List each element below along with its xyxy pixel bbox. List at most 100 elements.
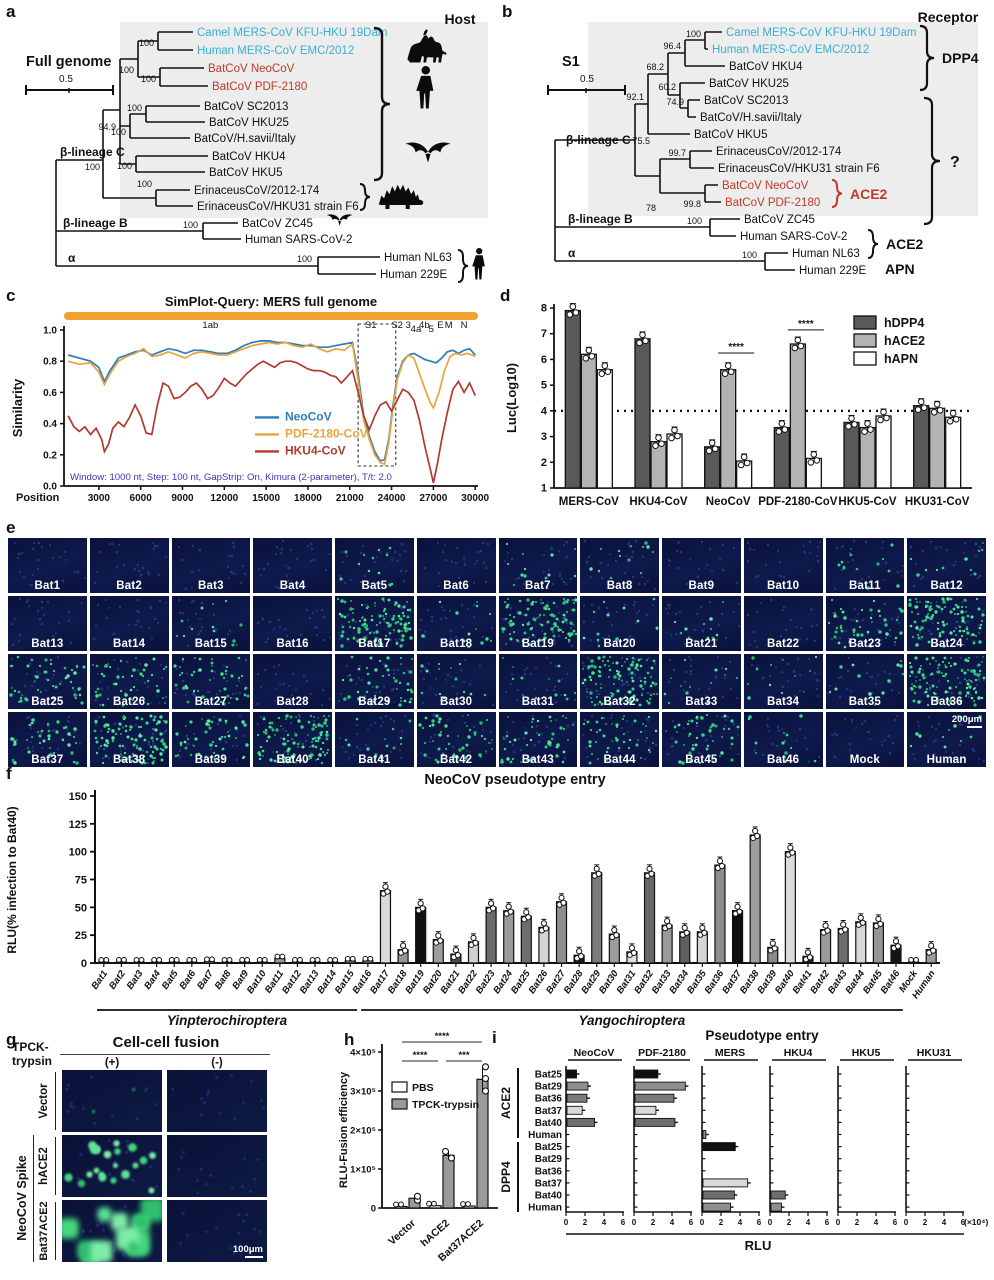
genome-segment-label: S2 [391,320,403,331]
bar [930,408,945,488]
support-value: 100 [297,254,312,264]
category-label: Bat46 [879,968,903,996]
bar [557,902,567,963]
taxon-label: Human MERS-CoV EMC/2012 [197,45,354,57]
svg-text:6: 6 [893,1218,898,1227]
gfp-signal [907,596,909,598]
gfp-syncytia [62,1135,65,1138]
bar [750,835,760,963]
taxon-label: BatCoV PDF-2180 [725,197,820,209]
micrograph-tile: Human 200μm [907,712,986,767]
bar [592,873,602,963]
gfp-signal [662,712,664,714]
tile-label: Bat35 [826,696,905,708]
micrograph-tile: Bat45 [662,712,741,767]
svg-text:3: 3 [541,431,547,443]
bracket-line [55,1072,56,1130]
figure-root: a b c d e f g h i Camel MERS-CoV KFU-HKU… [0,0,994,1280]
micrograph-tile: Bat37 [8,712,87,767]
taxon-label: BatCoV/H.savii/Italy [194,133,296,145]
tile-label: Bat21 [662,638,741,650]
taxon-label: ErinaceusCoV/HKU31 strain F6 [718,163,880,175]
svg-text:75: 75 [75,875,87,887]
bar [790,344,805,488]
group-label: ACE2 [499,1087,513,1119]
trypsin-label: trypsin [12,1054,52,1068]
taxon-label: BatCoV NeoCoV [722,180,809,192]
category-label: HKU5-CoV [838,496,896,508]
micrograph-tile: Bat22 [744,596,823,651]
chart-title: NeoCoV pseudotype entry [424,772,605,788]
pseudotype-entry-chart: Pseudotype entryNeoCoV0 2 4 6PDF-21800 2 4 6ME… [500,1026,994,1280]
support-value: 100 [742,250,757,260]
tile-label: Bat22 [744,638,823,650]
svg-text:5: 5 [541,380,547,392]
svg-text:9000: 9000 [171,493,194,504]
tile-label: Bat17 [335,638,414,650]
micrograph-tile: Bat3 [172,538,251,593]
micrograph-tile: Bat24 [907,596,986,651]
bar [635,1070,658,1078]
bar [567,1106,582,1114]
svg-text:4: 4 [942,1218,947,1227]
category-label: Bat4 [142,968,163,992]
gfp-signal [335,712,337,714]
row-label: Bat29 [535,1154,563,1165]
support-value: 99.8 [683,199,701,209]
svg-text:100: 100 [69,847,87,859]
micrograph-tile: Bat2 [90,538,169,593]
column-header: (-) [167,1057,267,1069]
gfp-signal [417,654,419,656]
tile-label: Mock [826,754,905,766]
blue-noise [8,538,10,540]
category-label: Bat7 [195,968,216,992]
tile-label: Bat36 [907,696,986,708]
category-label: Bat5 [160,968,181,992]
support-value: 96.4 [663,41,681,51]
svg-text:4: 4 [806,1218,811,1227]
row-label: Bat40 [535,1118,563,1129]
gfp-signal [826,538,828,540]
significance: **** [435,1031,450,1042]
taxon-label: ErinaceusCoV/HKU31 strain F6 [197,201,359,213]
bar [645,873,655,963]
svg-text:2: 2 [583,1218,588,1227]
cell-cell-fusion-panel: Cell-cell fusion TPCK-trypsin (+) (-) 100μm V… [0,1030,340,1280]
tile-label: Bat27 [172,696,251,708]
bar [856,922,866,963]
taxon-label: BatCoV HKU5 [209,167,283,179]
row-label: Human [528,1130,562,1141]
brace [458,250,468,282]
svg-text:24000: 24000 [378,493,406,504]
bar [567,1118,595,1126]
axis-unit: (×10⁴) [964,1217,988,1227]
svg-text:2: 2 [541,457,547,469]
svg-text:6: 6 [621,1218,626,1227]
micrograph-tile: Bat46 [744,712,823,767]
bar [581,354,596,488]
svg-text:3×10⁵: 3×10⁵ [350,1087,376,1098]
svg-text:4: 4 [874,1218,879,1227]
row-label: Bat29 [535,1082,563,1093]
svg-text:1.0: 1.0 [43,326,57,337]
bar [380,891,390,963]
category-label: Bat1 [89,968,110,991]
micrograph-tile: Bat33 [662,654,741,709]
micrograph-tile: Bat21 [662,596,741,651]
category-label: PDF-2180-CoV [758,496,838,508]
gfp-signal [744,712,746,714]
micrograph-tile: Bat5 [335,538,414,593]
support-value: 99.7 [668,148,686,158]
support-value: 78 [646,203,656,213]
tile-label: Bat33 [662,696,741,708]
bar [771,1203,781,1211]
tile-label: Bat1 [8,580,87,592]
support-value: 68.2 [646,62,664,72]
bar [635,339,650,488]
receptor-label: ? [950,154,960,171]
taxon-label: Human SARS-CoV-2 [740,231,847,243]
tile-label: Bat43 [499,754,578,766]
column-header: (+) [62,1057,162,1069]
brace [868,230,878,258]
svg-text:2×10⁵: 2×10⁵ [350,1126,376,1137]
